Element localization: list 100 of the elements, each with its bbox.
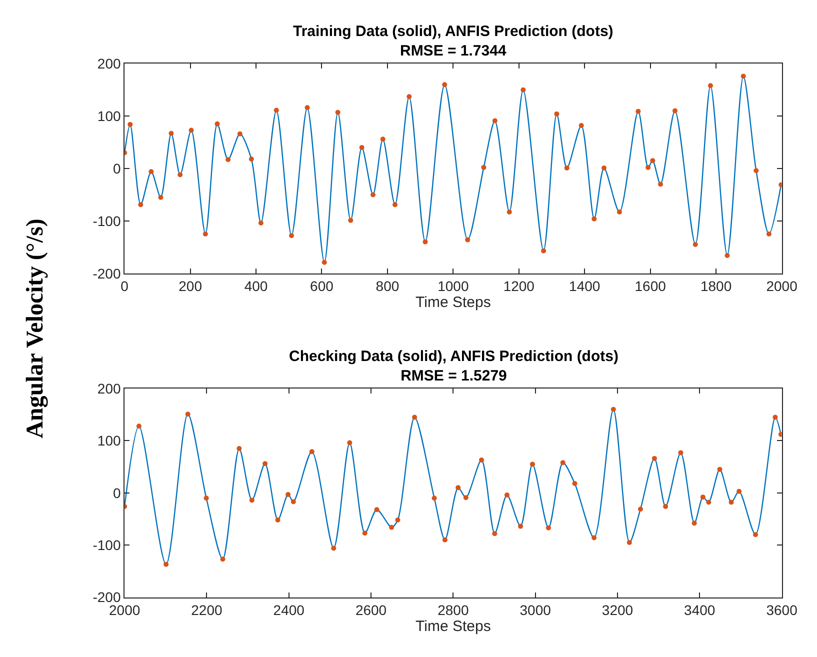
x-axis-title: Time Steps [416, 618, 491, 636]
x-tick-label: 2600 [355, 602, 387, 618]
point [602, 165, 607, 170]
point [752, 532, 758, 538]
point [138, 202, 144, 208]
point [663, 504, 668, 509]
point [492, 531, 498, 536]
chart-subtitle: RMSE = 1.7344 [400, 42, 507, 60]
x-tick-label: 2000 [766, 278, 798, 294]
point [249, 498, 254, 503]
point [465, 237, 470, 242]
chart-title: Training Data (solid), ANFIS Prediction (dots) [293, 23, 614, 40]
y-tick-label: 200 [97, 56, 121, 72]
point [492, 118, 498, 124]
x-tick-label: 1600 [634, 278, 666, 294]
point [128, 122, 133, 127]
point [248, 156, 254, 162]
y-tick-label: -100 [92, 212, 121, 229]
y-tick-label: 100 [97, 432, 121, 449]
point [214, 121, 220, 126]
chart-title: Checking Data (solid), ANFIS Prediction (dots) [289, 348, 618, 365]
point [672, 108, 678, 114]
point [626, 540, 632, 545]
point [185, 412, 190, 417]
point [658, 182, 664, 187]
point [395, 518, 400, 523]
point [506, 210, 512, 215]
point [636, 108, 641, 114]
point [504, 492, 510, 498]
point [331, 546, 336, 551]
point [168, 130, 174, 136]
y-tick-label: 200 [97, 380, 121, 396]
chart-subtitle: RMSE = 1.5279 [400, 368, 507, 384]
point [226, 157, 231, 162]
point [286, 492, 291, 497]
point [479, 458, 484, 463]
point [374, 507, 380, 512]
point [610, 406, 616, 412]
point [412, 414, 418, 420]
point [392, 202, 398, 208]
point [274, 108, 279, 113]
point [572, 481, 578, 486]
point [554, 111, 560, 116]
point [289, 233, 294, 238]
point [370, 192, 376, 198]
x-tick-label: 800 [376, 278, 400, 294]
x-tick-label: 2800 [438, 602, 469, 618]
point [158, 194, 164, 200]
y-tick-label: 100 [97, 108, 121, 124]
point [692, 520, 697, 526]
point [380, 136, 386, 142]
point [463, 495, 468, 500]
x-tick-label: 200 [178, 278, 202, 294]
point [717, 466, 722, 472]
x-tick-label: 2400 [273, 602, 305, 618]
y-tick-label: -200 [92, 265, 121, 282]
y-tick-label: -100 [92, 536, 121, 553]
point [518, 524, 524, 529]
point [700, 494, 706, 500]
point [220, 556, 226, 562]
point [322, 260, 327, 265]
point [708, 83, 713, 88]
point [178, 172, 183, 178]
point [724, 253, 730, 258]
point [706, 500, 712, 505]
point [754, 168, 759, 174]
point [520, 87, 526, 92]
point [564, 165, 570, 170]
y-tick-label: 0 [112, 160, 121, 176]
x-tick-label: 3600 [766, 602, 798, 618]
point [236, 446, 242, 452]
x-axis-title: Time Steps [416, 294, 491, 312]
point [546, 525, 551, 530]
x-tick-label: 3000 [520, 602, 552, 618]
point [652, 456, 657, 461]
x-tick-label: 3400 [684, 602, 716, 618]
point [736, 488, 742, 494]
point [347, 440, 352, 446]
point [678, 450, 684, 456]
point [148, 169, 154, 174]
point [362, 530, 368, 536]
point [772, 414, 778, 420]
point [650, 158, 656, 164]
point [541, 248, 546, 254]
point [592, 535, 597, 540]
point [616, 210, 622, 215]
point [389, 524, 394, 530]
x-tick-label: 2200 [191, 602, 223, 618]
point [728, 500, 734, 505]
point [275, 518, 280, 523]
point [442, 82, 448, 88]
point [335, 110, 340, 115]
point [442, 537, 448, 542]
point [188, 128, 194, 133]
point [262, 461, 268, 466]
point [258, 220, 264, 226]
point [304, 105, 310, 110]
x-tick-label: 400 [244, 278, 268, 294]
point [481, 164, 486, 170]
x-tick-label: 600 [310, 278, 334, 294]
